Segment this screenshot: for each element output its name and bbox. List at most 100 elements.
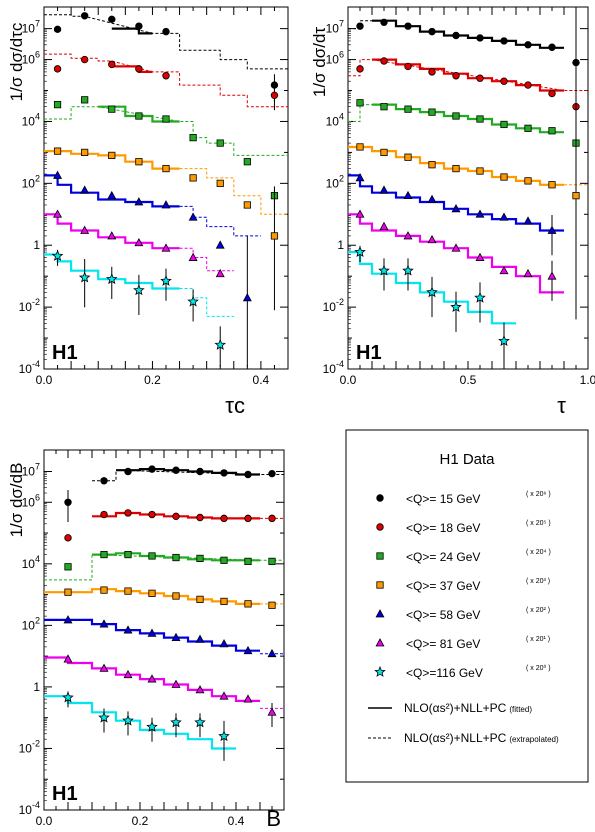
- series-q-37-gev: [44, 586, 284, 609]
- data-point: [216, 139, 224, 147]
- data-point: [64, 563, 72, 571]
- data-point: [78, 271, 91, 283]
- extrapolated-curve: [44, 53, 288, 108]
- data-point: [105, 273, 118, 285]
- data-point: [474, 291, 486, 303]
- series-q-15-gev: [44, 12, 288, 103]
- x-axis-title: τ: [557, 393, 566, 418]
- legend-marker-q-81-gev: [375, 638, 385, 647]
- data-point: [161, 200, 171, 209]
- legend-marker-q-18-gev: [376, 523, 384, 531]
- data-point: [124, 587, 132, 595]
- extrapolated-curve: [348, 59, 588, 91]
- data-point: [548, 43, 556, 51]
- data-point: [452, 112, 460, 120]
- data-point: [452, 72, 460, 80]
- data-point: [426, 286, 438, 298]
- data-point: [107, 231, 117, 240]
- plot-frame: [43, 449, 285, 811]
- data-point: [124, 467, 132, 476]
- data-point: [270, 232, 279, 240]
- data-point: [428, 161, 436, 169]
- data-point: [523, 268, 533, 278]
- data-point: [500, 120, 508, 129]
- y-tick-label: 106: [22, 492, 40, 509]
- data-point: [196, 554, 204, 563]
- data-point: [572, 192, 580, 200]
- series-q-24-gev: [44, 550, 284, 581]
- data-point: [53, 147, 62, 155]
- panel-tau-c: 10-4 10-2 1 102 104 106 107 0.0 0.2 0.4 τc 1/σ dσ/d…: [7, 6, 289, 418]
- series-q-18-gev: [348, 13, 588, 256]
- y-tick-label: 106: [22, 50, 40, 67]
- extrapolated-curve: [179, 168, 288, 215]
- y-tick-label: 107: [22, 19, 40, 36]
- data-point: [99, 663, 109, 672]
- experiment-label: H1: [52, 783, 78, 805]
- data-point: [244, 470, 252, 479]
- data-point: [108, 60, 116, 69]
- data-point: [428, 27, 436, 36]
- y-tick-label: 107: [22, 462, 40, 479]
- fitted-curve: [372, 103, 564, 134]
- data-point: [451, 243, 461, 252]
- plot-area: [44, 12, 288, 367]
- legend-label-q-116-gev: <Q>=116 GeV: [406, 666, 483, 680]
- data-point: [380, 57, 388, 65]
- y-axis-title: 1/σ dσ/dB: [7, 463, 26, 538]
- data-point: [524, 177, 532, 185]
- data-point: [162, 27, 170, 36]
- data-point: [403, 231, 413, 240]
- data-point: [100, 586, 108, 594]
- fitted-curve: [348, 213, 564, 294]
- series-q-18-gev: [44, 53, 288, 111]
- y-tick-label: 104: [22, 554, 40, 571]
- fitted-curve: [44, 174, 180, 208]
- fitted-curve: [92, 511, 260, 520]
- y-tick-label: 10-2: [323, 297, 344, 314]
- series-q-37-gev: [44, 147, 288, 311]
- data-point: [124, 509, 132, 517]
- series-q-81-gev: [348, 209, 564, 301]
- data-point: [63, 654, 73, 663]
- data-point: [134, 237, 144, 247]
- y-tick-label: 104: [22, 111, 40, 128]
- y-tick-label: 102: [22, 615, 40, 632]
- data-point: [356, 22, 364, 30]
- data-point: [218, 730, 230, 742]
- data-point: [243, 694, 253, 703]
- data-point: [475, 252, 485, 261]
- series-q-58-gev: [348, 173, 564, 256]
- data-point: [99, 619, 109, 628]
- data-point: [148, 552, 156, 560]
- data-point: [80, 55, 89, 64]
- data-point: [219, 691, 229, 700]
- data-point: [196, 467, 204, 476]
- data-point: [147, 674, 157, 683]
- data-point: [51, 249, 64, 261]
- data-point: [64, 588, 72, 596]
- data-point: [451, 203, 461, 213]
- data-point: [379, 221, 389, 230]
- data-point: [64, 534, 72, 542]
- data-point: [244, 600, 252, 608]
- data-point: [189, 174, 197, 182]
- data-point: [427, 234, 437, 244]
- y-tick-label: 10-2: [19, 738, 40, 755]
- series-q-18-gev: [64, 509, 284, 542]
- data-point: [195, 634, 205, 643]
- y-tick-label: 1: [33, 680, 40, 694]
- data-point: [188, 252, 198, 261]
- extrapolated-curve: [44, 14, 288, 70]
- data-point: [378, 264, 390, 276]
- data-point: [196, 595, 204, 603]
- legend-scale-factor: ( x 20⁰ ): [526, 664, 551, 672]
- panel-tau: 10-4 10-2 1 102 104 106 107 0.0 0.5 1.0 τ 1/σ dσ/dτ…: [310, 6, 595, 418]
- data-point: [62, 691, 74, 703]
- experiment-label: H1: [356, 342, 382, 364]
- legend-scale-factor: ( x 20⁶ ): [526, 491, 551, 498]
- data-point: [548, 127, 556, 135]
- x-tick-label: 0.0: [340, 373, 357, 387]
- data-point: [135, 22, 143, 30]
- data-point: [524, 124, 532, 132]
